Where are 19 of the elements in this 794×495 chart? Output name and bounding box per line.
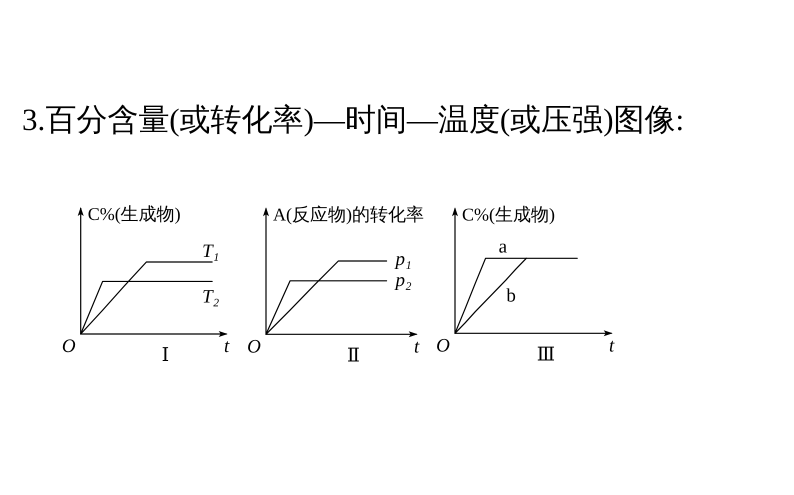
series-label: a (498, 236, 508, 258)
text: O (247, 336, 262, 358)
text: Ⅱ (346, 345, 360, 366)
series-label: b (506, 286, 516, 307)
text: O (436, 335, 450, 356)
series-label: T₂ (202, 286, 220, 308)
series-label: p₁ (394, 249, 412, 270)
y-axis-title: C%(生成物) (462, 204, 555, 224)
y-axis-title: A(反应物)的转化率 (273, 204, 424, 224)
x-axis-title: t (414, 336, 420, 358)
text: Ⅰ (162, 345, 170, 366)
text: Ⅲ (536, 344, 556, 366)
series-label: p₂ (394, 270, 412, 291)
series-label: T₁ (202, 241, 220, 262)
text: 3.百分含量(或转化率)—时间—温度(或压强)图像: (22, 102, 684, 137)
x-axis-title: t (609, 335, 616, 356)
text: O (62, 336, 76, 357)
x-axis-title: t (224, 336, 230, 357)
y-axis-title: C%(生成物) (88, 204, 181, 224)
